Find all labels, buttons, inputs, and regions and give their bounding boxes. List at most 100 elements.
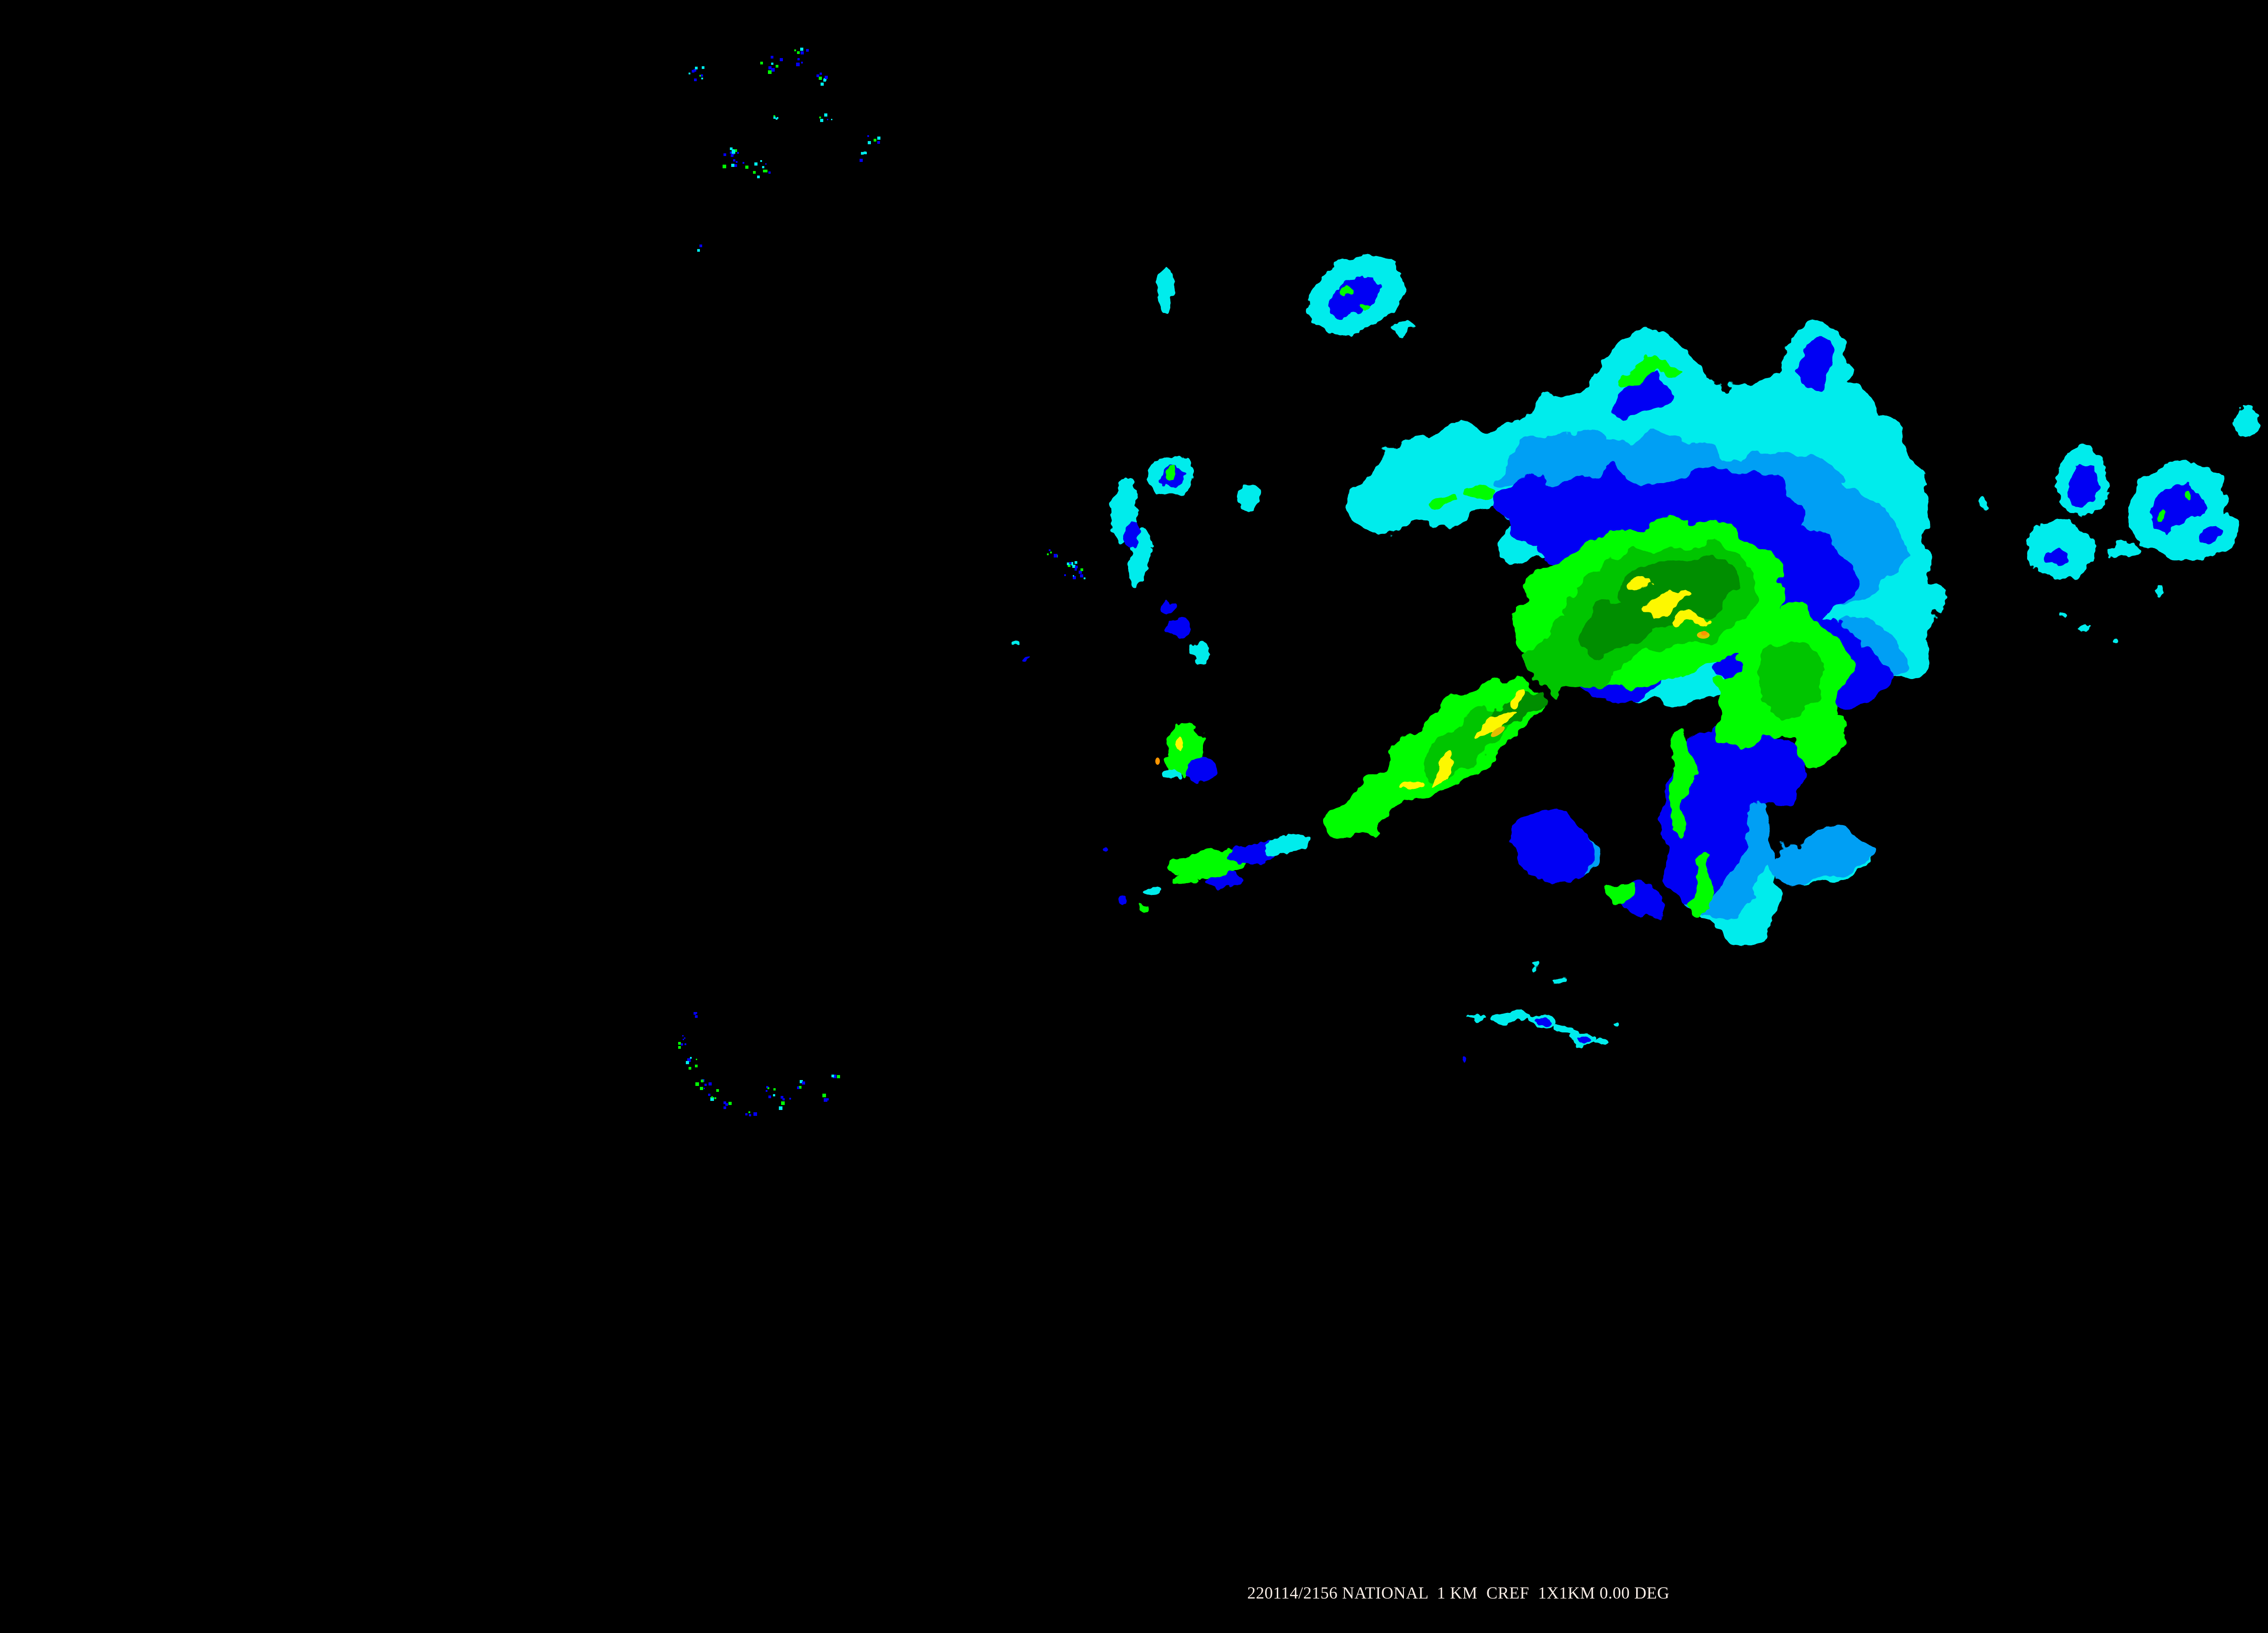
radar-speck (1075, 566, 1078, 568)
radar-speck (686, 1061, 689, 1064)
radar-speck (745, 1113, 748, 1115)
radar-speck (714, 1097, 716, 1099)
radar-speck (837, 1075, 840, 1078)
radar-speck (779, 1106, 782, 1110)
radar-speck (822, 1094, 826, 1097)
radar-speck (730, 152, 732, 154)
radar-speck (806, 49, 809, 52)
radar-echo (1160, 601, 1176, 614)
radar-speck (760, 62, 763, 64)
radar-echo (1792, 703, 1846, 767)
radar-speck (1072, 565, 1075, 568)
radar-speck (860, 159, 863, 162)
radar-speck (710, 1097, 714, 1101)
radar-echo (1138, 904, 1149, 911)
radar-echo (1361, 305, 1370, 312)
radar-echo (1398, 773, 1415, 787)
radar-echo (2157, 508, 2166, 521)
radar-speck (757, 176, 760, 178)
radar-speck (733, 159, 735, 161)
radar-echo (1795, 338, 1838, 392)
radar-speck (824, 113, 827, 117)
radar-speck (802, 1081, 805, 1085)
radar-speck (771, 68, 775, 72)
radar-speck (874, 139, 876, 142)
radar-echo (2155, 587, 2164, 593)
radar-speck (768, 70, 772, 74)
radar-echo (1499, 430, 1603, 487)
radar-speck (771, 63, 773, 65)
radar-echo (2233, 406, 2260, 435)
radar-echo (1601, 888, 1633, 904)
radar-speck (1050, 552, 1052, 553)
radar-speck (773, 1088, 776, 1090)
radar-speck (1080, 568, 1083, 571)
radar-speck (678, 1046, 681, 1049)
radar-speck (709, 1082, 712, 1085)
radar-speck (776, 65, 778, 68)
radar-speck (861, 152, 864, 155)
radar-speck (749, 1114, 751, 1116)
radar-speck (731, 154, 733, 157)
radar-speck (697, 249, 700, 252)
radar-echo (1155, 758, 1160, 765)
radar-speck (689, 73, 690, 74)
radar-echo (1171, 874, 1198, 886)
radar-echo (1161, 769, 1179, 782)
radar-echo (1116, 898, 1125, 903)
radar-echo (1552, 1025, 1576, 1035)
radar-speck (800, 48, 803, 51)
radar-echo (1266, 836, 1309, 854)
radar-echo (1507, 686, 1532, 702)
radar-speck (794, 49, 796, 51)
radar-speck (1067, 562, 1070, 565)
radar-echo (2080, 625, 2093, 632)
radar-echo (1339, 286, 1351, 295)
radar-speck (821, 83, 824, 86)
radar-speck (768, 66, 772, 69)
radar-speck (760, 160, 762, 162)
radar-echo (1425, 752, 1460, 781)
radar-speck (682, 1035, 684, 1037)
radar-speck (753, 171, 756, 174)
radar-speck (766, 1090, 767, 1092)
radar-speck (701, 1080, 704, 1082)
radar-echo (1612, 1022, 1619, 1026)
right-cluster-echoes (1978, 406, 2260, 646)
radar-speck (768, 171, 771, 174)
radar-speck (831, 119, 832, 120)
radar-speck (831, 1075, 834, 1077)
main-storm-complex (1329, 321, 1941, 946)
radar-echo (2058, 614, 2068, 620)
radar-echo (1594, 1037, 1608, 1045)
upper-left-specks (689, 48, 880, 252)
south-speck-string (1462, 963, 1619, 1059)
radar-echo (1462, 1055, 1466, 1059)
radar-speck (797, 51, 800, 54)
radar-speck (684, 1043, 686, 1045)
radar-speck (696, 1059, 697, 1060)
radar-speck (701, 74, 703, 77)
radar-speck (824, 78, 826, 81)
radar-echo (1432, 500, 1457, 516)
radar-echo (1186, 758, 1220, 784)
radar-speck (708, 1094, 710, 1096)
radar-speck (1084, 577, 1085, 579)
radar-speck (699, 75, 701, 77)
radar-speck (681, 1043, 683, 1046)
radar-speck (767, 1087, 769, 1089)
radar-speck (728, 1102, 732, 1105)
radar-echo (1393, 321, 1415, 334)
radar-speck (877, 141, 880, 144)
radar-speck (819, 77, 822, 80)
radar-speck (734, 149, 737, 152)
radar-speck (748, 1111, 750, 1113)
radar-echo (1535, 1019, 1549, 1026)
radar-speck (1079, 571, 1082, 574)
radar-speck (1049, 549, 1051, 551)
radar-speck (833, 1075, 836, 1078)
radar-speck (877, 137, 880, 140)
radar-speck (820, 119, 823, 122)
